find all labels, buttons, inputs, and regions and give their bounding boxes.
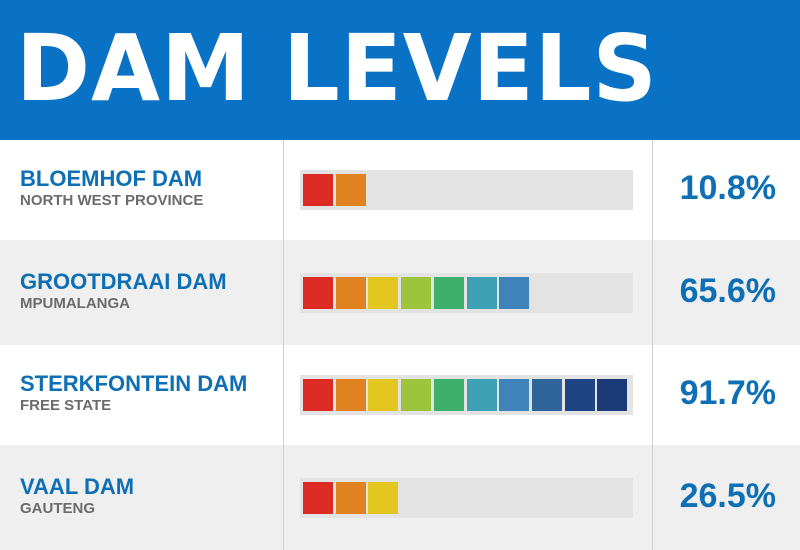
- dam-region: FREE STATE: [20, 397, 112, 414]
- level-segment: [368, 379, 399, 411]
- dam-region: MPUMALANGA: [20, 294, 130, 312]
- level-segment: [368, 481, 399, 514]
- level-segment: [433, 276, 464, 309]
- level-segment: [401, 379, 432, 411]
- table-row: VAAL DAM GAUTENG 26.5%: [0, 445, 800, 550]
- dam-region: GAUTENG: [20, 499, 95, 517]
- level-percent: 10.8%: [679, 169, 776, 207]
- level-segment: [303, 276, 333, 309]
- level-segment: [466, 379, 497, 411]
- level-bar-track: [300, 170, 633, 210]
- level-segment: [499, 379, 530, 411]
- level-segment: [466, 276, 497, 309]
- dam-region: NORTH WEST PROVINCE: [20, 192, 204, 209]
- level-bar-track: [300, 477, 633, 518]
- table-row: GROOTDRAAI DAM MPUMALANGA 65.6%: [0, 240, 800, 345]
- dam-name: BLOEMHOF DAM: [20, 166, 203, 191]
- level-segment: [564, 379, 595, 411]
- page-title: DAM LEVELS: [16, 15, 658, 122]
- level-segment: [335, 379, 366, 411]
- level-percent: 26.5%: [679, 476, 776, 515]
- level-segment: [303, 481, 333, 514]
- level-segment: [368, 276, 399, 309]
- level-segment: [303, 174, 333, 206]
- level-percent: 65.6%: [679, 271, 776, 310]
- header: DAM LEVELS: [0, 0, 800, 140]
- level-segment: [433, 379, 464, 411]
- level-segment: [597, 379, 628, 411]
- column-divider: [283, 140, 284, 550]
- dam-name: STERKFONTEIN DAM: [20, 371, 248, 396]
- column-divider: [652, 140, 653, 550]
- level-bar-track: [300, 272, 633, 313]
- level-segment: [335, 276, 366, 309]
- level-percent: 91.7%: [679, 374, 776, 412]
- table-row: STERKFONTEIN DAM FREE STATE 91.7%: [0, 345, 800, 445]
- level-segment: [303, 379, 333, 411]
- level-segment: [531, 379, 562, 411]
- dam-name: VAAL DAM: [20, 473, 135, 499]
- table-row: BLOEMHOF DAM NORTH WEST PROVINCE 10.8%: [0, 140, 800, 240]
- level-segment: [335, 481, 366, 514]
- level-segment: [401, 276, 432, 309]
- level-segment: [499, 276, 530, 309]
- level-bar-track: [300, 375, 633, 415]
- dam-name: GROOTDRAAI DAM: [20, 268, 227, 294]
- level-segment: [335, 174, 366, 206]
